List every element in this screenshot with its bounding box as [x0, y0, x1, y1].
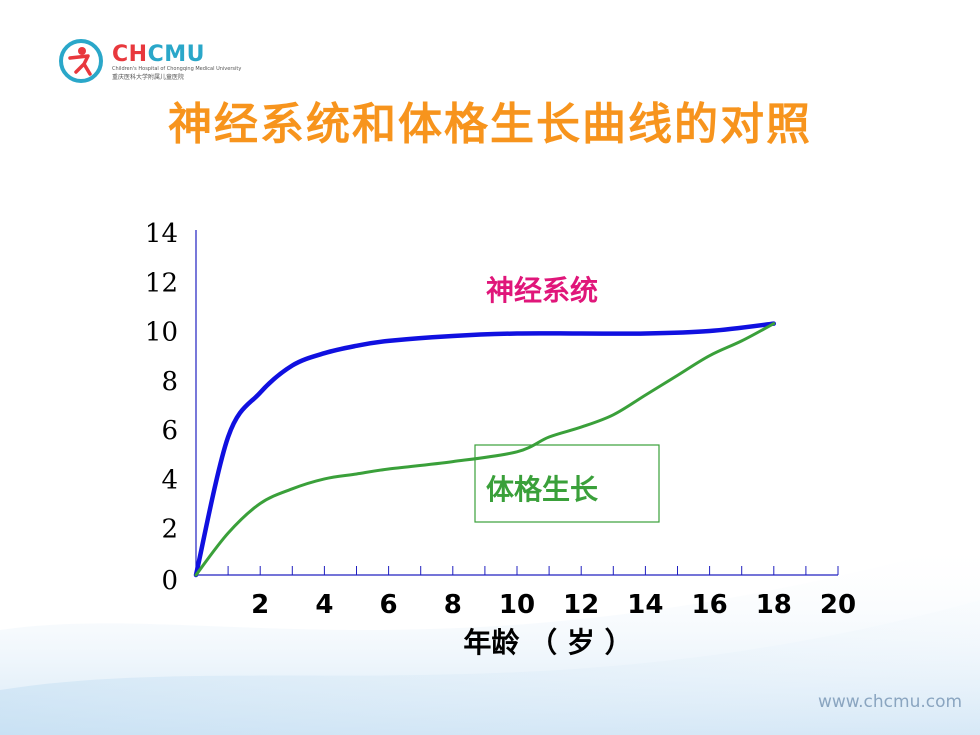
x-tick-label: 2	[251, 590, 269, 620]
series-layer	[193, 321, 777, 578]
x-tick-label: 4	[315, 590, 333, 620]
logo-subline-en: Children's Hospital of Chongqing Medical…	[112, 66, 242, 72]
x-tick-label: 10	[499, 590, 535, 620]
x-tick-label: 6	[380, 590, 398, 620]
x-axis-label: 年龄 （ 岁 ）	[463, 626, 632, 659]
series-label-box	[474, 444, 660, 523]
page-title: 神经系统和体格生长曲线的对照	[168, 99, 812, 150]
series-line-nervous-system	[193, 321, 777, 578]
x-tick-label: 18	[756, 590, 792, 620]
x-tick-label: 16	[692, 590, 728, 620]
series-label-physical-growth: 体格生长	[486, 473, 598, 506]
y-tick-label: 0	[161, 566, 178, 596]
y-tick-label: 2	[161, 515, 178, 545]
y-tick-label: 4	[161, 465, 178, 495]
x-tick-label: 8	[444, 590, 462, 620]
background-waves	[0, 540, 980, 735]
footer-url: www.chcmu.com	[818, 692, 963, 712]
logo-subline-cn: 重庆医科大学附属儿童医院	[112, 74, 185, 81]
y-tick-label: 12	[145, 268, 178, 298]
x-tick-label: 12	[563, 590, 599, 620]
x-tick-label: 20	[820, 590, 856, 620]
y-tick-label: 6	[161, 416, 178, 446]
y-tick-label: 8	[161, 367, 178, 397]
axes: 2 4 6 8 10 12 14 16 18 20 0 2 4 6 8 10 12 14 年龄 （ 岁 ）	[145, 219, 856, 659]
logo: CHCMU Children's Hospital of Chongqing M…	[58, 38, 241, 88]
series-line-physical-growth	[194, 322, 776, 577]
x-tick-label: 14	[627, 590, 663, 620]
logo-child-icon	[59, 39, 103, 83]
series-label-nervous-system: 神经系统	[486, 274, 598, 307]
logo-name: CHCMU	[112, 42, 205, 67]
y-tick-label: 10	[145, 318, 178, 348]
y-tick-label: 14	[145, 219, 178, 249]
